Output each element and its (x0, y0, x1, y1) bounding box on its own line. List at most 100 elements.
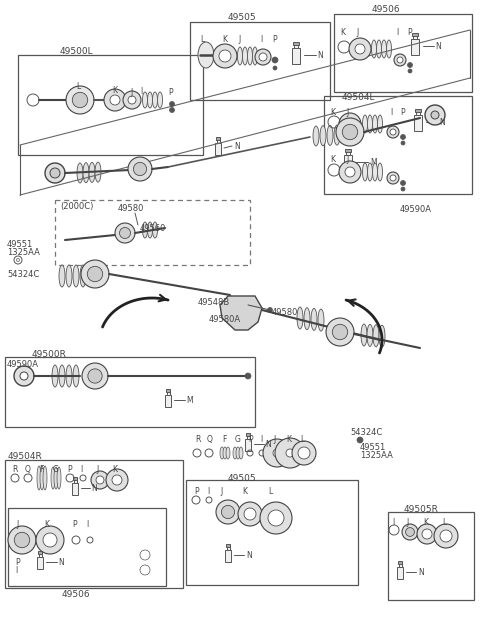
Ellipse shape (382, 40, 386, 58)
Text: R: R (195, 435, 200, 444)
Circle shape (417, 524, 437, 544)
Bar (215, 143, 221, 155)
Ellipse shape (368, 163, 372, 181)
Ellipse shape (313, 126, 319, 146)
Ellipse shape (66, 265, 72, 287)
Text: 1325AA: 1325AA (7, 248, 40, 257)
Text: 49506: 49506 (62, 590, 91, 599)
Bar (397, 567, 403, 579)
Text: L: L (442, 518, 446, 527)
Bar (324, 96, 472, 194)
Text: P: P (194, 487, 199, 496)
Bar (334, 14, 472, 92)
Text: K: K (112, 465, 117, 474)
Circle shape (50, 168, 60, 178)
Text: 49590A: 49590A (400, 205, 432, 214)
Text: 49505: 49505 (228, 474, 257, 483)
Ellipse shape (236, 447, 240, 459)
Ellipse shape (311, 308, 317, 331)
Text: I: I (392, 518, 394, 527)
Ellipse shape (54, 467, 58, 489)
Text: 49504R: 49504R (8, 452, 43, 461)
Circle shape (434, 524, 458, 548)
Ellipse shape (372, 40, 376, 58)
Circle shape (292, 441, 316, 465)
Ellipse shape (379, 325, 385, 347)
Text: M: M (186, 396, 192, 405)
Text: I: I (86, 520, 88, 529)
Bar (166, 389, 170, 392)
Text: I: I (260, 35, 262, 44)
Text: K: K (330, 155, 335, 164)
Ellipse shape (242, 47, 248, 65)
Bar (73, 477, 77, 480)
Bar (246, 433, 250, 436)
Ellipse shape (367, 324, 373, 347)
Bar (227, 546, 229, 550)
Text: 49590A: 49590A (7, 360, 39, 369)
Circle shape (422, 529, 432, 539)
Text: Q: Q (25, 465, 31, 474)
Text: P: P (272, 35, 276, 44)
Circle shape (8, 526, 36, 554)
Bar (292, 48, 300, 64)
Circle shape (260, 502, 292, 534)
Bar (216, 137, 220, 140)
Text: 49500L: 49500L (60, 47, 94, 56)
Bar (398, 561, 402, 564)
Text: I: I (207, 487, 209, 496)
Circle shape (400, 180, 406, 186)
Text: I: I (396, 28, 398, 37)
Ellipse shape (153, 92, 157, 108)
Text: N: N (91, 484, 97, 493)
Circle shape (272, 57, 278, 63)
Text: R: R (12, 465, 17, 474)
Bar (72, 483, 78, 495)
Bar (247, 435, 250, 439)
Circle shape (14, 366, 34, 386)
Ellipse shape (239, 447, 243, 459)
Bar (416, 111, 420, 115)
Text: 49551: 49551 (7, 240, 33, 249)
Circle shape (349, 38, 371, 60)
Circle shape (268, 510, 284, 526)
Text: I: I (390, 108, 392, 117)
Text: P: P (248, 435, 252, 444)
Circle shape (273, 449, 281, 457)
Ellipse shape (297, 307, 303, 329)
Circle shape (128, 96, 136, 104)
Circle shape (408, 69, 412, 73)
Circle shape (355, 44, 365, 54)
Ellipse shape (362, 163, 368, 181)
Bar (398, 563, 401, 567)
Circle shape (115, 223, 135, 243)
Bar (216, 139, 219, 143)
Ellipse shape (386, 40, 392, 58)
Ellipse shape (334, 125, 340, 145)
Text: K: K (340, 28, 345, 37)
Circle shape (345, 119, 355, 129)
Bar (190, 22, 330, 100)
Ellipse shape (83, 162, 89, 183)
Bar (414, 115, 422, 131)
Ellipse shape (372, 163, 377, 181)
Bar (412, 33, 418, 36)
Circle shape (245, 373, 251, 379)
Circle shape (88, 369, 102, 383)
Circle shape (390, 175, 396, 181)
Circle shape (20, 372, 28, 380)
Text: M: M (370, 158, 377, 167)
Bar (294, 44, 298, 48)
Bar (18, 55, 203, 155)
Text: J: J (346, 108, 348, 117)
Circle shape (14, 532, 30, 548)
Text: J: J (96, 465, 98, 474)
Ellipse shape (143, 92, 147, 108)
Ellipse shape (52, 365, 58, 387)
Ellipse shape (147, 92, 153, 108)
Circle shape (128, 157, 152, 181)
Ellipse shape (198, 42, 214, 68)
Text: 49551: 49551 (360, 443, 386, 452)
Text: G: G (53, 465, 59, 474)
Text: J: J (238, 35, 240, 44)
